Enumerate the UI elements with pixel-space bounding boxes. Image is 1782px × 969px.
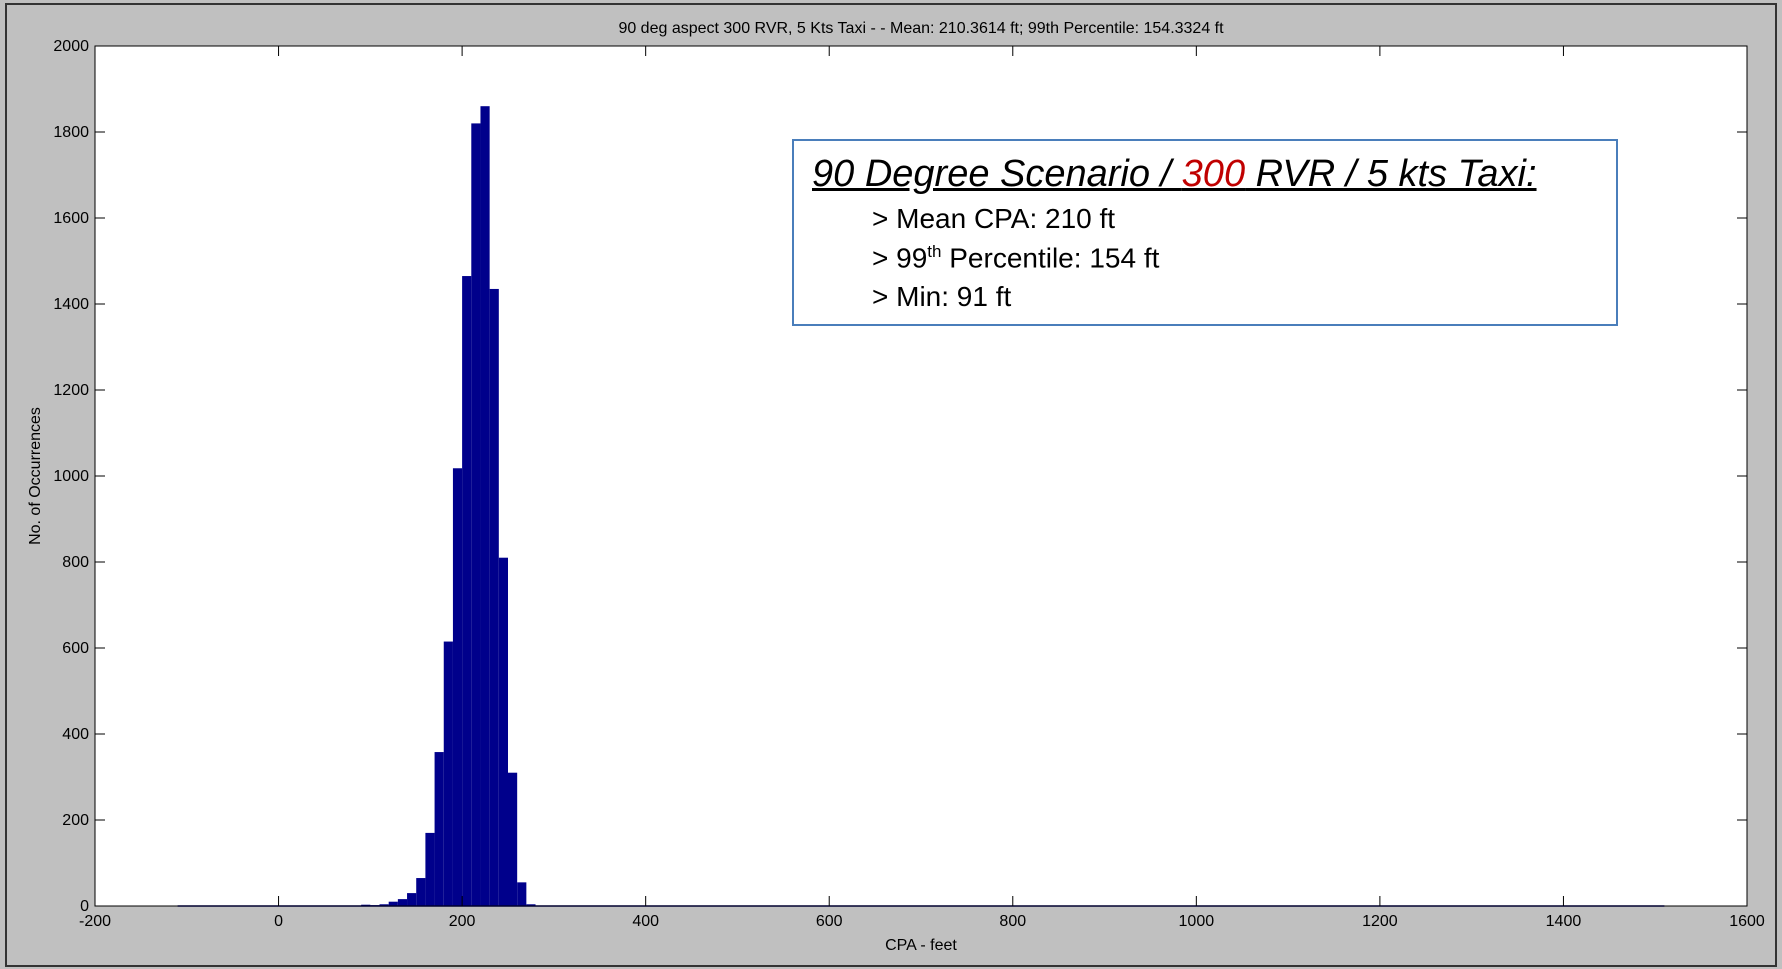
x-tick-label: -200 xyxy=(79,913,111,930)
histogram-bars xyxy=(177,106,1665,907)
histogram-bar xyxy=(416,878,426,906)
annotation-mean-cpa: > Mean CPA: 210 ft xyxy=(872,203,1116,234)
y-tick-label: 600 xyxy=(62,640,89,657)
x-tick-label: 1600 xyxy=(1729,913,1765,930)
annotation-title-rvr: 300 xyxy=(1181,153,1246,195)
annotation-99th-suffix: Percentile: 154 ft xyxy=(941,242,1160,274)
annotation-title: 90 Degree Scenario / 300 RVR / 5 kts Tax… xyxy=(812,153,1537,196)
chart-title: 90 deg aspect 300 RVR, 5 Kts Taxi - - Me… xyxy=(618,20,1224,37)
axes: -200 0 200 400 600 800 1000 1200 1400 16000200400… xyxy=(53,38,1764,930)
figure-border xyxy=(5,3,1777,967)
y-tick-label: 0 xyxy=(80,898,89,915)
x-tick-label: 0 xyxy=(274,913,283,930)
annotation-title-post: RVR / 5 kts Taxi: xyxy=(1245,153,1537,195)
y-tick-label: 400 xyxy=(62,726,89,743)
y-tick-label: 200 xyxy=(62,812,89,829)
histogram-bar xyxy=(361,904,371,906)
x-tick-label: 1200 xyxy=(1362,913,1398,930)
x-tick-label: 600 xyxy=(816,913,843,930)
histogram-bar xyxy=(379,904,389,906)
x-tick-label: 1400 xyxy=(1546,913,1582,930)
histogram-bar xyxy=(471,123,481,906)
histogram-bar xyxy=(397,899,408,906)
annotation-box: 90 Degree Scenario / 300 RVR / 5 kts Tax… xyxy=(792,139,1618,326)
y-axis-label: No. of Occurrences xyxy=(27,407,44,545)
histogram-bar xyxy=(517,882,527,906)
y-tick-label: 1400 xyxy=(53,296,89,313)
y-tick-label: 2000 xyxy=(53,38,89,55)
histogram-bar xyxy=(434,752,444,906)
annotation-title-pre: 90 Degree Scenario / xyxy=(812,153,1182,195)
histogram-bar xyxy=(462,276,472,906)
histogram-bar xyxy=(489,288,499,906)
histogram-bar xyxy=(480,106,490,906)
y-tick-label: 1000 xyxy=(53,468,89,485)
x-tick-label: 400 xyxy=(632,913,659,930)
x-tick-label: 200 xyxy=(449,913,476,930)
x-tick-label: 1000 xyxy=(1179,913,1215,930)
y-tick-label: 1800 xyxy=(53,124,89,141)
histogram-bar xyxy=(443,641,453,906)
annotation-99th-sup: th xyxy=(927,242,942,261)
annotation-99th-prefix: > 99 xyxy=(872,242,928,274)
y-tick-label: 1600 xyxy=(53,210,89,227)
histogram-bar xyxy=(388,901,398,906)
x-axis-label: CPA - feet xyxy=(885,937,957,954)
histogram-bar xyxy=(526,904,536,906)
x-tick-label: 800 xyxy=(999,913,1026,930)
annotation-99th-percentile: > 99th Percentile: 154 ft xyxy=(872,242,1159,274)
y-tick-label: 1200 xyxy=(53,382,89,399)
annotation-min: > Min: 91 ft xyxy=(872,281,1012,312)
histogram-bar xyxy=(452,468,463,906)
y-tick-label: 800 xyxy=(62,554,89,571)
histogram-bar xyxy=(407,893,417,906)
histogram-bar xyxy=(508,772,518,906)
histogram-bar xyxy=(498,557,508,906)
histogram-bar xyxy=(425,832,435,906)
